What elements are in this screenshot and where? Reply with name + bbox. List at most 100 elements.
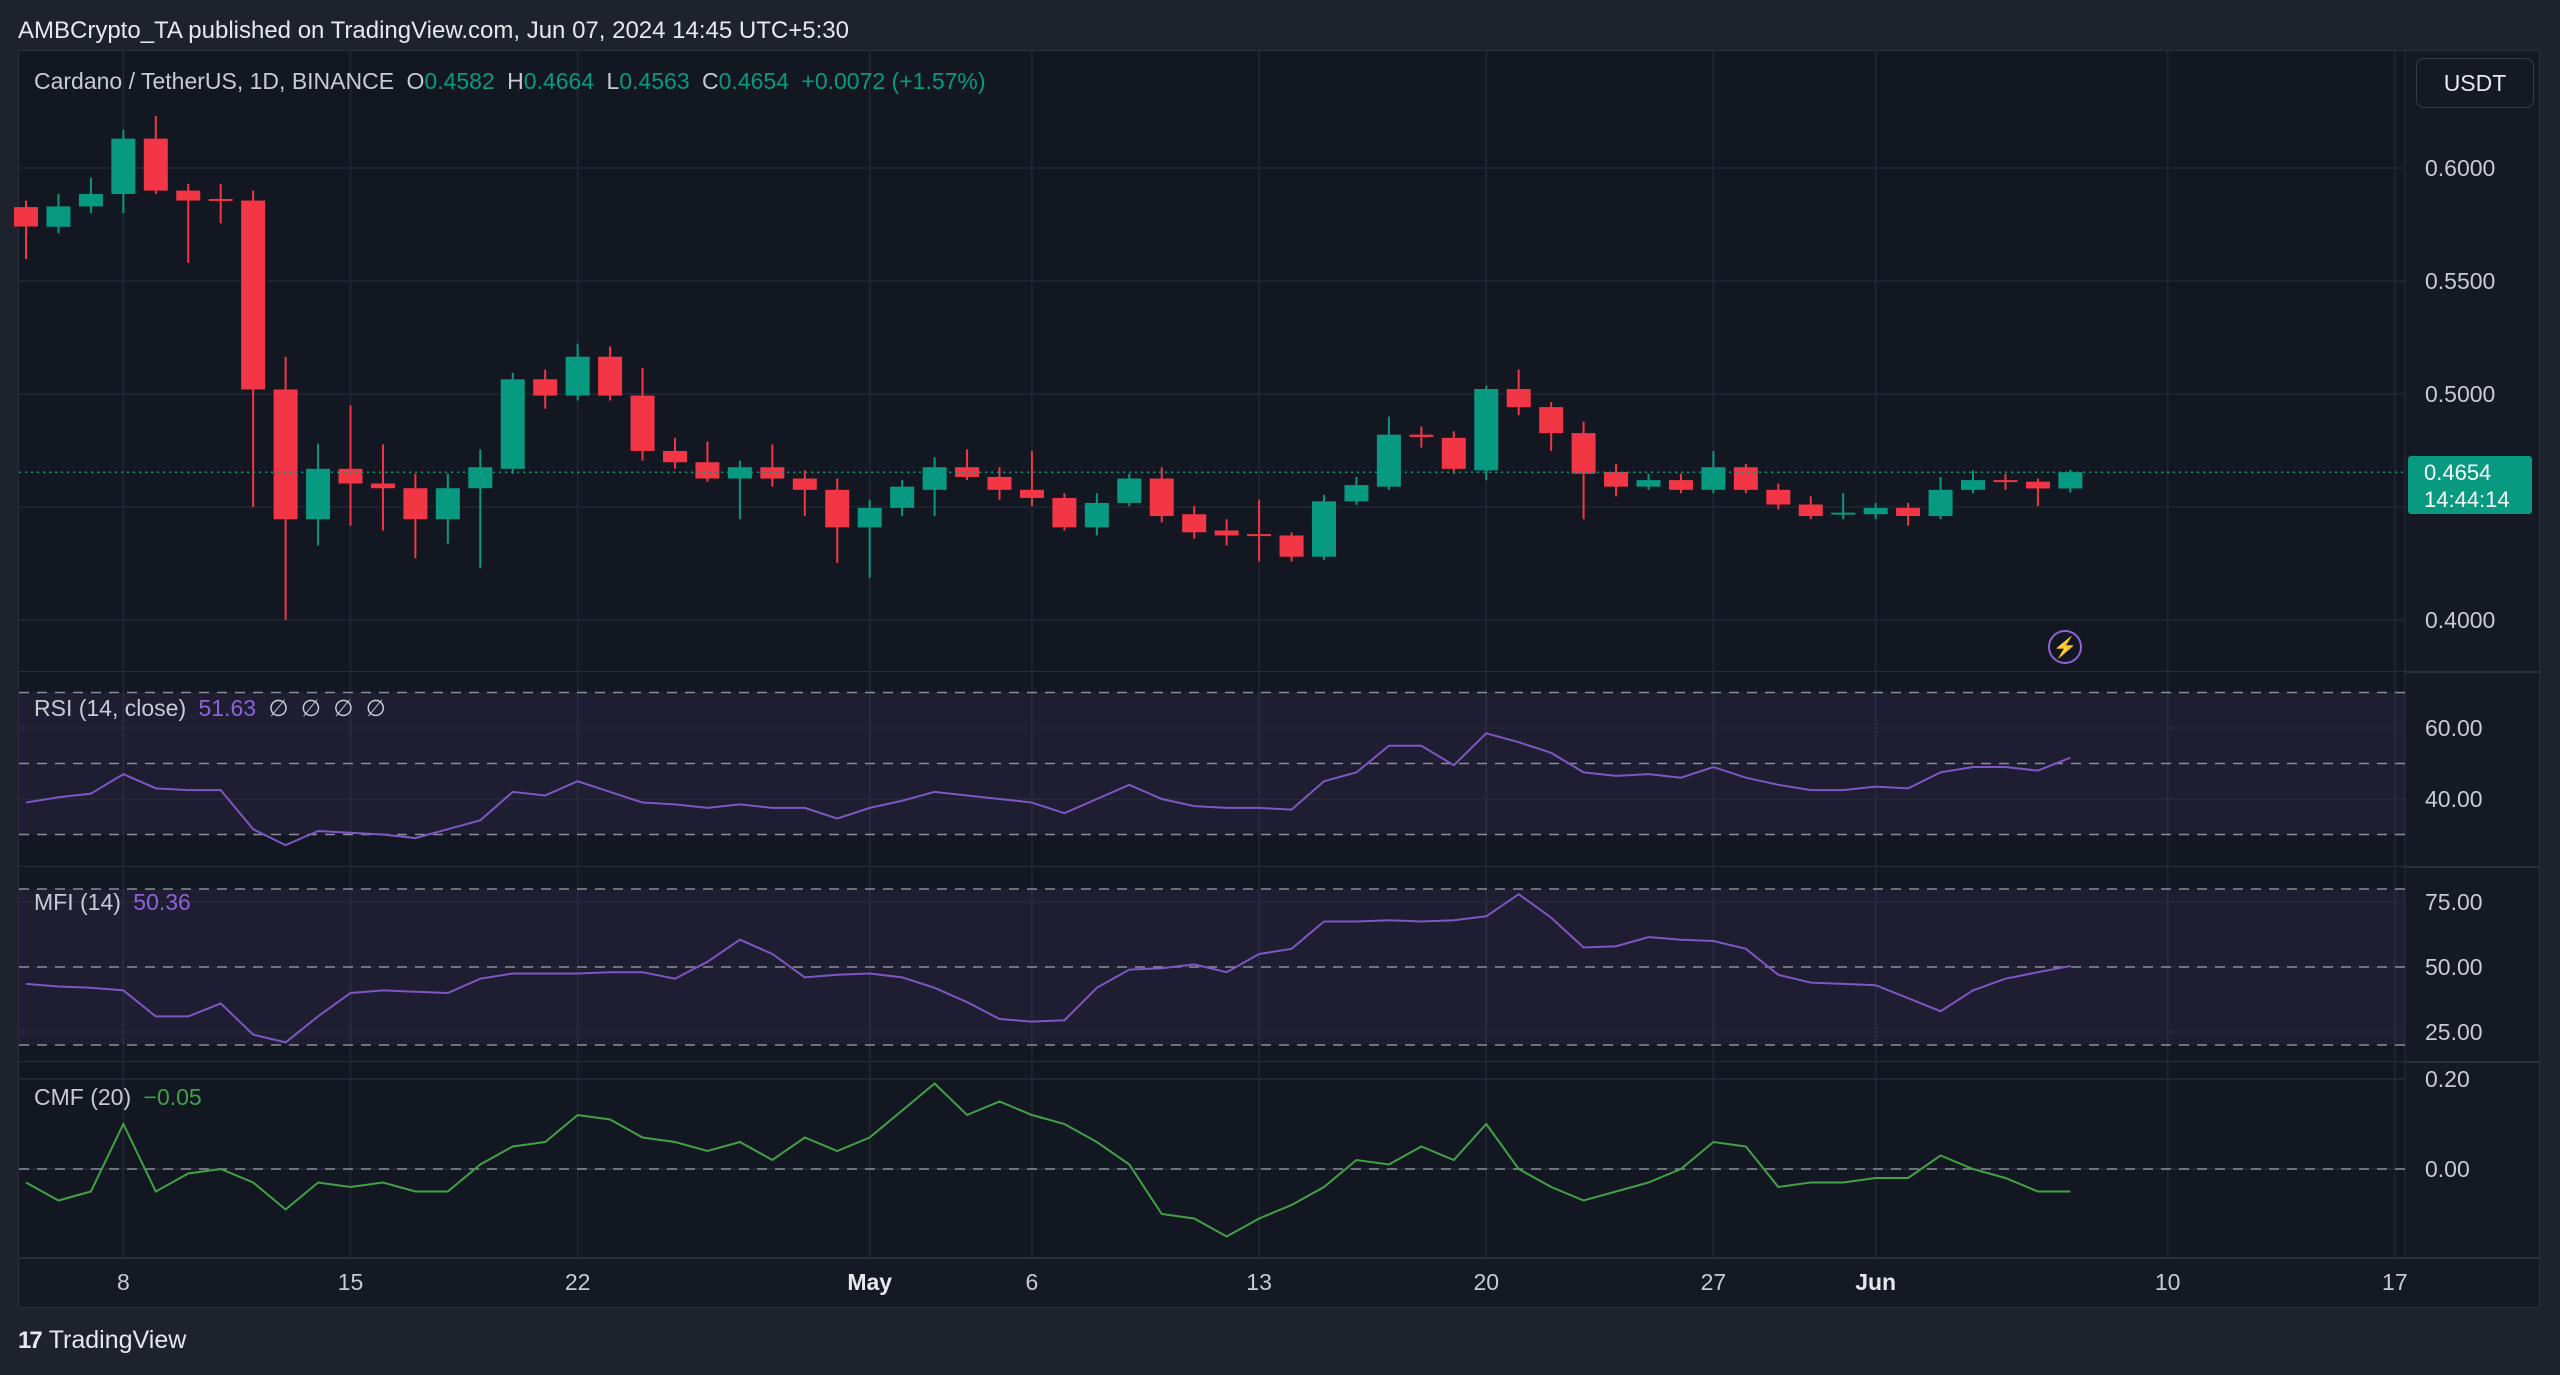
candle-body: [1279, 535, 1304, 557]
candle-body: [403, 488, 428, 520]
candle-body: [825, 489, 850, 528]
last-price-tag: 0.4654 14:44:14: [2408, 456, 2532, 514]
candle-body: [306, 468, 331, 520]
candle-body: [208, 198, 233, 201]
x-tick-label: 20: [1473, 1269, 1500, 1295]
candle-body: [1604, 471, 1629, 487]
mfi-pane: [19, 867, 2405, 1062]
price-tick-label: 0.5500: [2425, 268, 2496, 294]
candle-body: [2058, 472, 2083, 489]
publish-info: AMBCrypto_TA published on TradingView.co…: [18, 17, 849, 44]
open-label: O: [406, 68, 425, 94]
candle-body: [1084, 502, 1109, 528]
candle-body: [1019, 489, 1044, 498]
rsi-na-2: ∅: [300, 695, 321, 721]
candle-body: [1701, 467, 1726, 490]
x-tick-label: 27: [1700, 1269, 1727, 1295]
rsi-tick-label: 60.00: [2425, 715, 2483, 741]
rsi-value: 51.63: [198, 695, 257, 721]
price-tick-label: 0.6000: [2425, 155, 2496, 181]
rsi-na-3: ∅: [333, 695, 354, 721]
candle-body: [370, 483, 395, 489]
x-tick-label: 6: [1025, 1269, 1039, 1295]
candle-body: [14, 207, 38, 227]
x-tick-label: 8: [116, 1269, 130, 1295]
candle-body: [890, 486, 915, 508]
candle-body: [857, 507, 882, 528]
candle-body: [1474, 389, 1499, 471]
rsi-title: RSI (14, close): [34, 695, 187, 721]
last-price-value: 0.4654: [2424, 460, 2492, 485]
x-tick-label: 10: [2154, 1269, 2181, 1295]
candle-body: [1117, 478, 1142, 503]
candle-body: [1961, 480, 1985, 490]
candle-body: [143, 138, 168, 191]
high-value: 0.4664: [523, 68, 595, 94]
lightning-icon[interactable]: ⚡: [2048, 630, 2082, 664]
low-label: L: [606, 68, 620, 94]
candle-body: [46, 206, 71, 227]
tradingview-logo[interactable]: 17 TradingView: [18, 1326, 186, 1355]
candle-body: [533, 379, 558, 396]
cmf-title: CMF (20): [34, 1084, 132, 1110]
currency-button[interactable]: USDT: [2416, 58, 2534, 108]
change-value: +0.0072 (+1.57%): [801, 68, 986, 94]
mfi-line: [25, 892, 2071, 1044]
price-pane: [19, 51, 2405, 672]
cmf-pane: [19, 1062, 2405, 1258]
candle-body: [1539, 407, 1564, 434]
candle-body: [1668, 480, 1693, 490]
x-tick-label: May: [847, 1269, 893, 1295]
mfi-tick-label: 75.00: [2425, 889, 2483, 915]
cmf-value: −0.05: [143, 1084, 202, 1110]
mfi-title: MFI (14): [34, 889, 121, 915]
candle-body: [176, 190, 201, 201]
x-tick-label: 17: [2382, 1269, 2408, 1295]
candle-body: [1798, 504, 1823, 517]
candle-body: [468, 467, 493, 489]
x-tick-label: 22: [564, 1269, 591, 1295]
cmf-legend[interactable]: CMF (20) −0.05: [34, 1084, 208, 1111]
candle-body: [1571, 433, 1596, 474]
candle-body: [1636, 480, 1661, 487]
candle-body: [565, 356, 590, 396]
candle-body: [1409, 434, 1434, 437]
x-tick-label: Jun: [1855, 1269, 1897, 1295]
mfi-value: 50.36: [133, 889, 191, 915]
candle-body: [987, 476, 1012, 490]
symbol-legend: Cardano / TetherUS, 1D, BINANCE O0.4582 …: [34, 68, 992, 95]
rsi-na-4: ∅: [365, 695, 386, 721]
candle-body: [500, 379, 525, 469]
candle-body: [1441, 437, 1466, 469]
candle-body: [111, 138, 136, 194]
candle-body: [695, 462, 720, 479]
price-tick-label: 0.4000: [2425, 607, 2496, 633]
candle-body: [1766, 489, 1791, 505]
rsi-tick-label: 40.00: [2425, 786, 2483, 812]
candle-body: [922, 467, 947, 490]
high-label: H: [507, 68, 524, 94]
bar-countdown: 14:44:14: [2424, 487, 2510, 512]
close-label: C: [702, 68, 719, 94]
mfi-tick-label: 50.00: [2425, 954, 2483, 980]
candle-body: [1733, 467, 1758, 490]
candle-body: [1896, 507, 1921, 517]
candle-body: [241, 200, 266, 390]
candle-body: [1863, 507, 1888, 515]
symbol-title[interactable]: Cardano / TetherUS, 1D, BINANCE: [34, 68, 395, 94]
candle-body: [630, 395, 655, 451]
candle-body: [1312, 501, 1336, 557]
candle-body: [2025, 481, 2050, 489]
x-tick-label: 13: [1246, 1269, 1272, 1295]
rsi-legend[interactable]: RSI (14, close) 51.63 ∅ ∅ ∅ ∅: [34, 695, 392, 722]
candle-body: [1506, 389, 1531, 408]
candle-body: [1182, 514, 1207, 533]
candle-body: [273, 389, 298, 520]
tradingview-logo-mark: 17: [18, 1326, 43, 1354]
mfi-legend[interactable]: MFI (14) 50.36: [34, 889, 197, 916]
candle-body: [435, 488, 460, 520]
cmf-tick-label: 0.00: [2425, 1156, 2470, 1182]
candle-body: [1214, 530, 1239, 536]
close-value: 0.4654: [718, 68, 789, 94]
